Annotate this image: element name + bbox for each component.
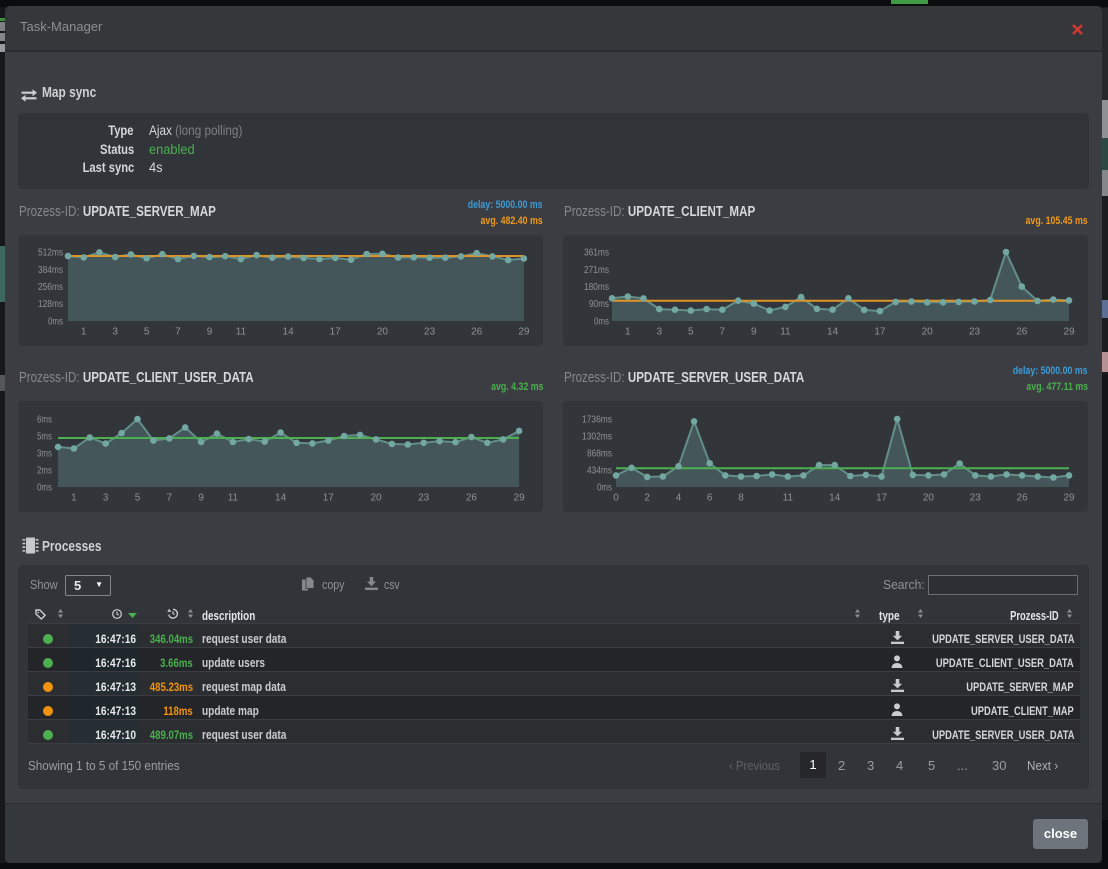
svg-text:384ms: 384ms (38, 265, 63, 276)
svg-text:5: 5 (144, 327, 150, 338)
svg-text:3: 3 (103, 493, 109, 504)
svg-text:8: 8 (738, 493, 744, 504)
svg-text:29: 29 (514, 493, 526, 504)
svg-text:5: 5 (688, 327, 694, 338)
svg-text:23: 23 (970, 493, 982, 504)
svg-text:17: 17 (323, 493, 335, 504)
svg-text:11: 11 (228, 493, 239, 504)
svg-text:7: 7 (720, 327, 726, 338)
svg-text:0ms: 0ms (37, 483, 52, 494)
svg-text:868ms: 868ms (587, 449, 612, 460)
svg-text:0ms: 0ms (594, 317, 609, 328)
svg-text:11: 11 (780, 327, 791, 338)
svg-text:11: 11 (783, 493, 794, 504)
svg-text:17: 17 (874, 327, 886, 338)
svg-text:434ms: 434ms (587, 466, 612, 477)
svg-text:26: 26 (466, 493, 478, 504)
svg-text:512ms: 512ms (38, 248, 63, 259)
svg-text:180ms: 180ms (584, 282, 609, 293)
svg-text:17: 17 (330, 327, 342, 338)
svg-text:2ms: 2ms (37, 466, 52, 477)
svg-text:26: 26 (1017, 493, 1029, 504)
svg-text:4: 4 (676, 493, 682, 504)
svg-text:90ms: 90ms (589, 299, 609, 310)
svg-text:3ms: 3ms (37, 449, 52, 460)
svg-text:361ms: 361ms (584, 248, 609, 259)
svg-text:23: 23 (418, 493, 430, 504)
svg-text:0ms: 0ms (48, 317, 63, 328)
svg-text:14: 14 (283, 327, 295, 338)
svg-text:20: 20 (370, 493, 382, 504)
svg-text:5: 5 (135, 493, 141, 504)
svg-text:11: 11 (236, 327, 247, 338)
svg-text:23: 23 (969, 327, 981, 338)
svg-text:7: 7 (167, 493, 173, 504)
svg-text:2: 2 (644, 493, 650, 504)
svg-text:1: 1 (625, 327, 631, 338)
svg-text:6ms: 6ms (37, 415, 52, 426)
svg-text:1: 1 (71, 493, 77, 504)
svg-text:9: 9 (207, 327, 213, 338)
svg-text:20: 20 (922, 327, 934, 338)
svg-text:0ms: 0ms (597, 483, 612, 494)
svg-text:5ms: 5ms (37, 432, 52, 443)
svg-text:29: 29 (1063, 493, 1075, 504)
svg-text:23: 23 (424, 327, 436, 338)
svg-text:9: 9 (198, 493, 204, 504)
svg-text:14: 14 (275, 493, 287, 504)
svg-text:20: 20 (923, 493, 935, 504)
svg-text:128ms: 128ms (38, 299, 63, 310)
svg-text:26: 26 (471, 327, 483, 338)
svg-text:20: 20 (377, 327, 389, 338)
svg-text:0: 0 (613, 493, 619, 504)
svg-text:29: 29 (518, 327, 530, 338)
svg-text:17: 17 (876, 493, 888, 504)
svg-text:14: 14 (829, 493, 841, 504)
svg-text:9: 9 (751, 327, 757, 338)
svg-text:1: 1 (81, 327, 87, 338)
svg-text:26: 26 (1016, 327, 1028, 338)
svg-text:271ms: 271ms (584, 265, 609, 276)
svg-text:256ms: 256ms (38, 282, 63, 293)
svg-text:6: 6 (707, 493, 713, 504)
svg-text:7: 7 (175, 327, 181, 338)
svg-text:14: 14 (827, 327, 839, 338)
svg-text:29: 29 (1063, 327, 1075, 338)
svg-text:1736ms: 1736ms (582, 415, 612, 426)
svg-text:3: 3 (657, 327, 663, 338)
svg-text:3: 3 (112, 327, 118, 338)
svg-text:1302ms: 1302ms (582, 432, 612, 443)
